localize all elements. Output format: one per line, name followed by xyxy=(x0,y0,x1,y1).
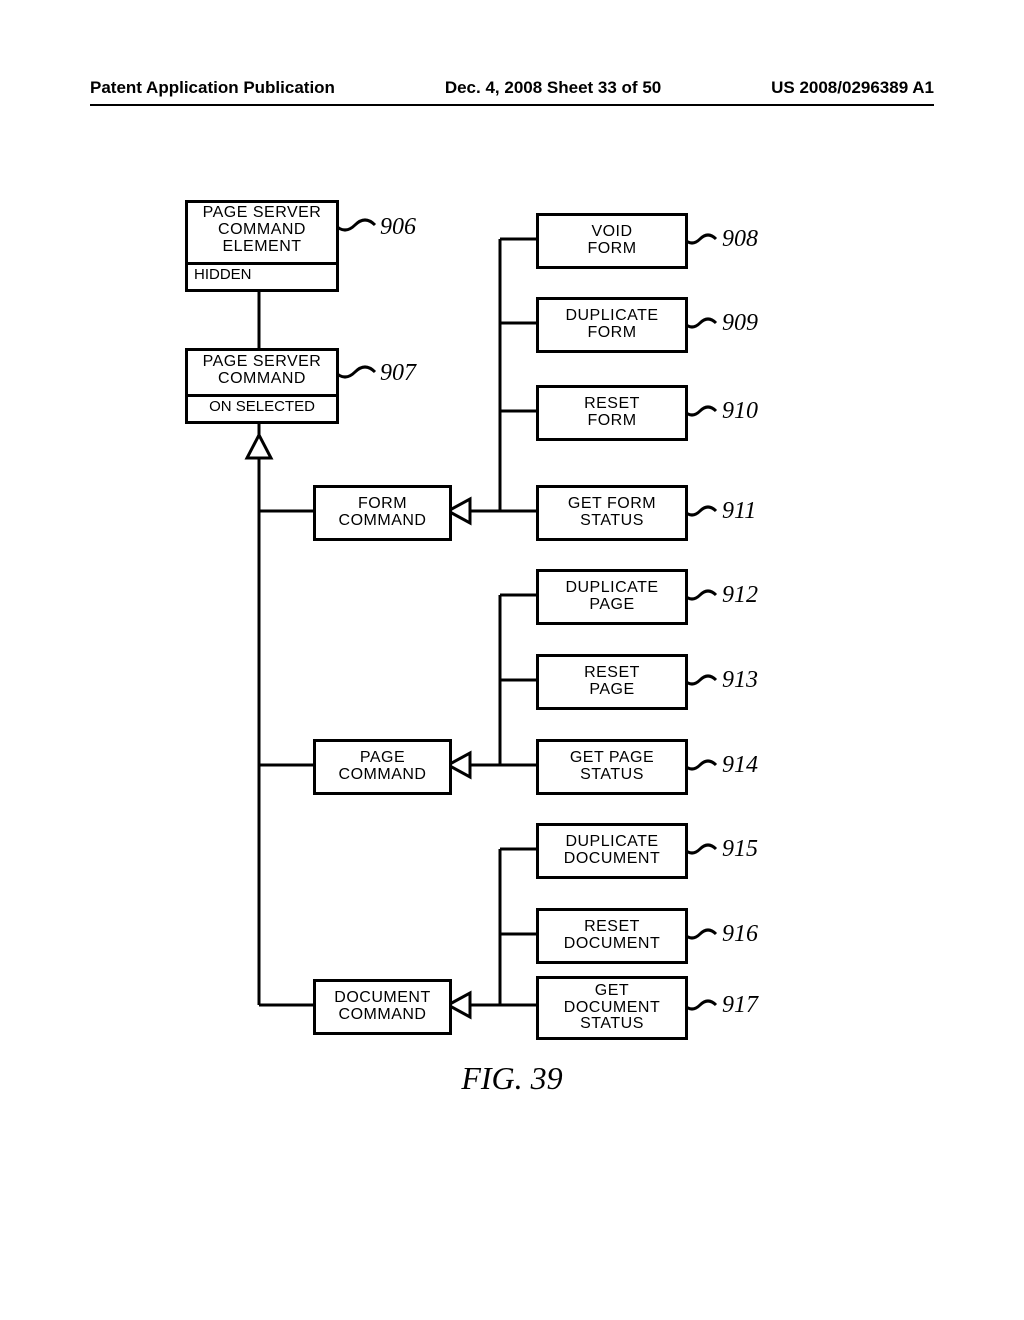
node-get-page-status: GET PAGE STATUS xyxy=(536,739,688,795)
node-duplicate-page: DUPLICATE PAGE xyxy=(536,569,688,625)
node-document-command: DOCUMENT COMMAND xyxy=(313,979,452,1035)
t: RESET xyxy=(539,396,685,413)
t: DUPLICATE xyxy=(539,834,685,851)
text: PAGE xyxy=(316,750,449,767)
t: RESET xyxy=(539,919,685,936)
t: PAGE xyxy=(539,682,685,699)
node-form-command: FORM COMMAND xyxy=(313,485,452,541)
t: DOCUMENT xyxy=(539,936,685,953)
ref-913: 913 xyxy=(722,667,758,694)
text: COMMAND xyxy=(188,222,336,239)
t: DUPLICATE xyxy=(539,308,685,325)
ref-917: 917 xyxy=(722,992,758,1019)
ref-911: 911 xyxy=(722,498,756,525)
node-duplicate-document: DUPLICATE DOCUMENT xyxy=(536,823,688,879)
text: DOCUMENT xyxy=(316,990,449,1007)
node-get-form-status: GET FORM STATUS xyxy=(536,485,688,541)
node-page-command: PAGE COMMAND xyxy=(313,739,452,795)
node-page-server-command-element: PAGE SERVER COMMAND ELEMENT HIDDEN xyxy=(185,200,339,292)
text: COMMAND xyxy=(316,1007,449,1024)
text: COMMAND xyxy=(316,513,449,530)
t: VOID xyxy=(539,224,685,241)
text: ELEMENT xyxy=(188,239,336,256)
ref-916: 916 xyxy=(722,921,758,948)
sub-on-selected: ON SELECTED xyxy=(188,394,336,421)
t: STATUS xyxy=(539,513,685,530)
text: COMMAND xyxy=(316,767,449,784)
ref-906: 906 xyxy=(380,214,416,241)
node-reset-form: RESET FORM xyxy=(536,385,688,441)
figure-label: FIG. 39 xyxy=(0,1060,1024,1097)
header-right: US 2008/0296389 A1 xyxy=(771,78,934,98)
text: PAGE SERVER xyxy=(188,354,336,371)
ref-914: 914 xyxy=(722,752,758,779)
text: FORM xyxy=(316,496,449,513)
t: FORM xyxy=(539,413,685,430)
text: COMMAND xyxy=(188,371,336,388)
node-reset-page: RESET PAGE xyxy=(536,654,688,710)
t: PAGE xyxy=(539,597,685,614)
t: GET FORM xyxy=(539,496,685,513)
text: PAGE SERVER xyxy=(188,205,336,222)
header-left: Patent Application Publication xyxy=(90,78,335,98)
page: Patent Application Publication Dec. 4, 2… xyxy=(0,0,1024,1320)
ref-915: 915 xyxy=(722,836,758,863)
ref-912: 912 xyxy=(722,582,758,609)
node-page-server-command: PAGE SERVER COMMAND ON SELECTED xyxy=(185,348,339,424)
t: DOCUMENT xyxy=(539,1000,685,1017)
t: STATUS xyxy=(539,1016,685,1033)
ref-910: 910 xyxy=(722,398,758,425)
node-get-document-status: GET DOCUMENT STATUS xyxy=(536,976,688,1040)
text: HIDDEN xyxy=(188,267,336,283)
patent-header: Patent Application Publication Dec. 4, 2… xyxy=(90,78,934,106)
t: FORM xyxy=(539,241,685,258)
ref-907: 907 xyxy=(380,360,416,387)
text: ON SELECTED xyxy=(209,398,315,415)
sub-hidden: HIDDEN xyxy=(188,262,336,289)
node-reset-document: RESET DOCUMENT xyxy=(536,908,688,964)
ref-909: 909 xyxy=(722,310,758,337)
t: RESET xyxy=(539,665,685,682)
node-void-form: VOID FORM xyxy=(536,213,688,269)
header-center: Dec. 4, 2008 Sheet 33 of 50 xyxy=(445,78,661,98)
ref-908: 908 xyxy=(722,226,758,253)
t: STATUS xyxy=(539,767,685,784)
t: DOCUMENT xyxy=(539,851,685,868)
t: GET PAGE xyxy=(539,750,685,767)
t: DUPLICATE xyxy=(539,580,685,597)
connectors xyxy=(0,190,1024,1190)
t: FORM xyxy=(539,325,685,342)
node-duplicate-form: DUPLICATE FORM xyxy=(536,297,688,353)
t: GET xyxy=(539,983,685,1000)
